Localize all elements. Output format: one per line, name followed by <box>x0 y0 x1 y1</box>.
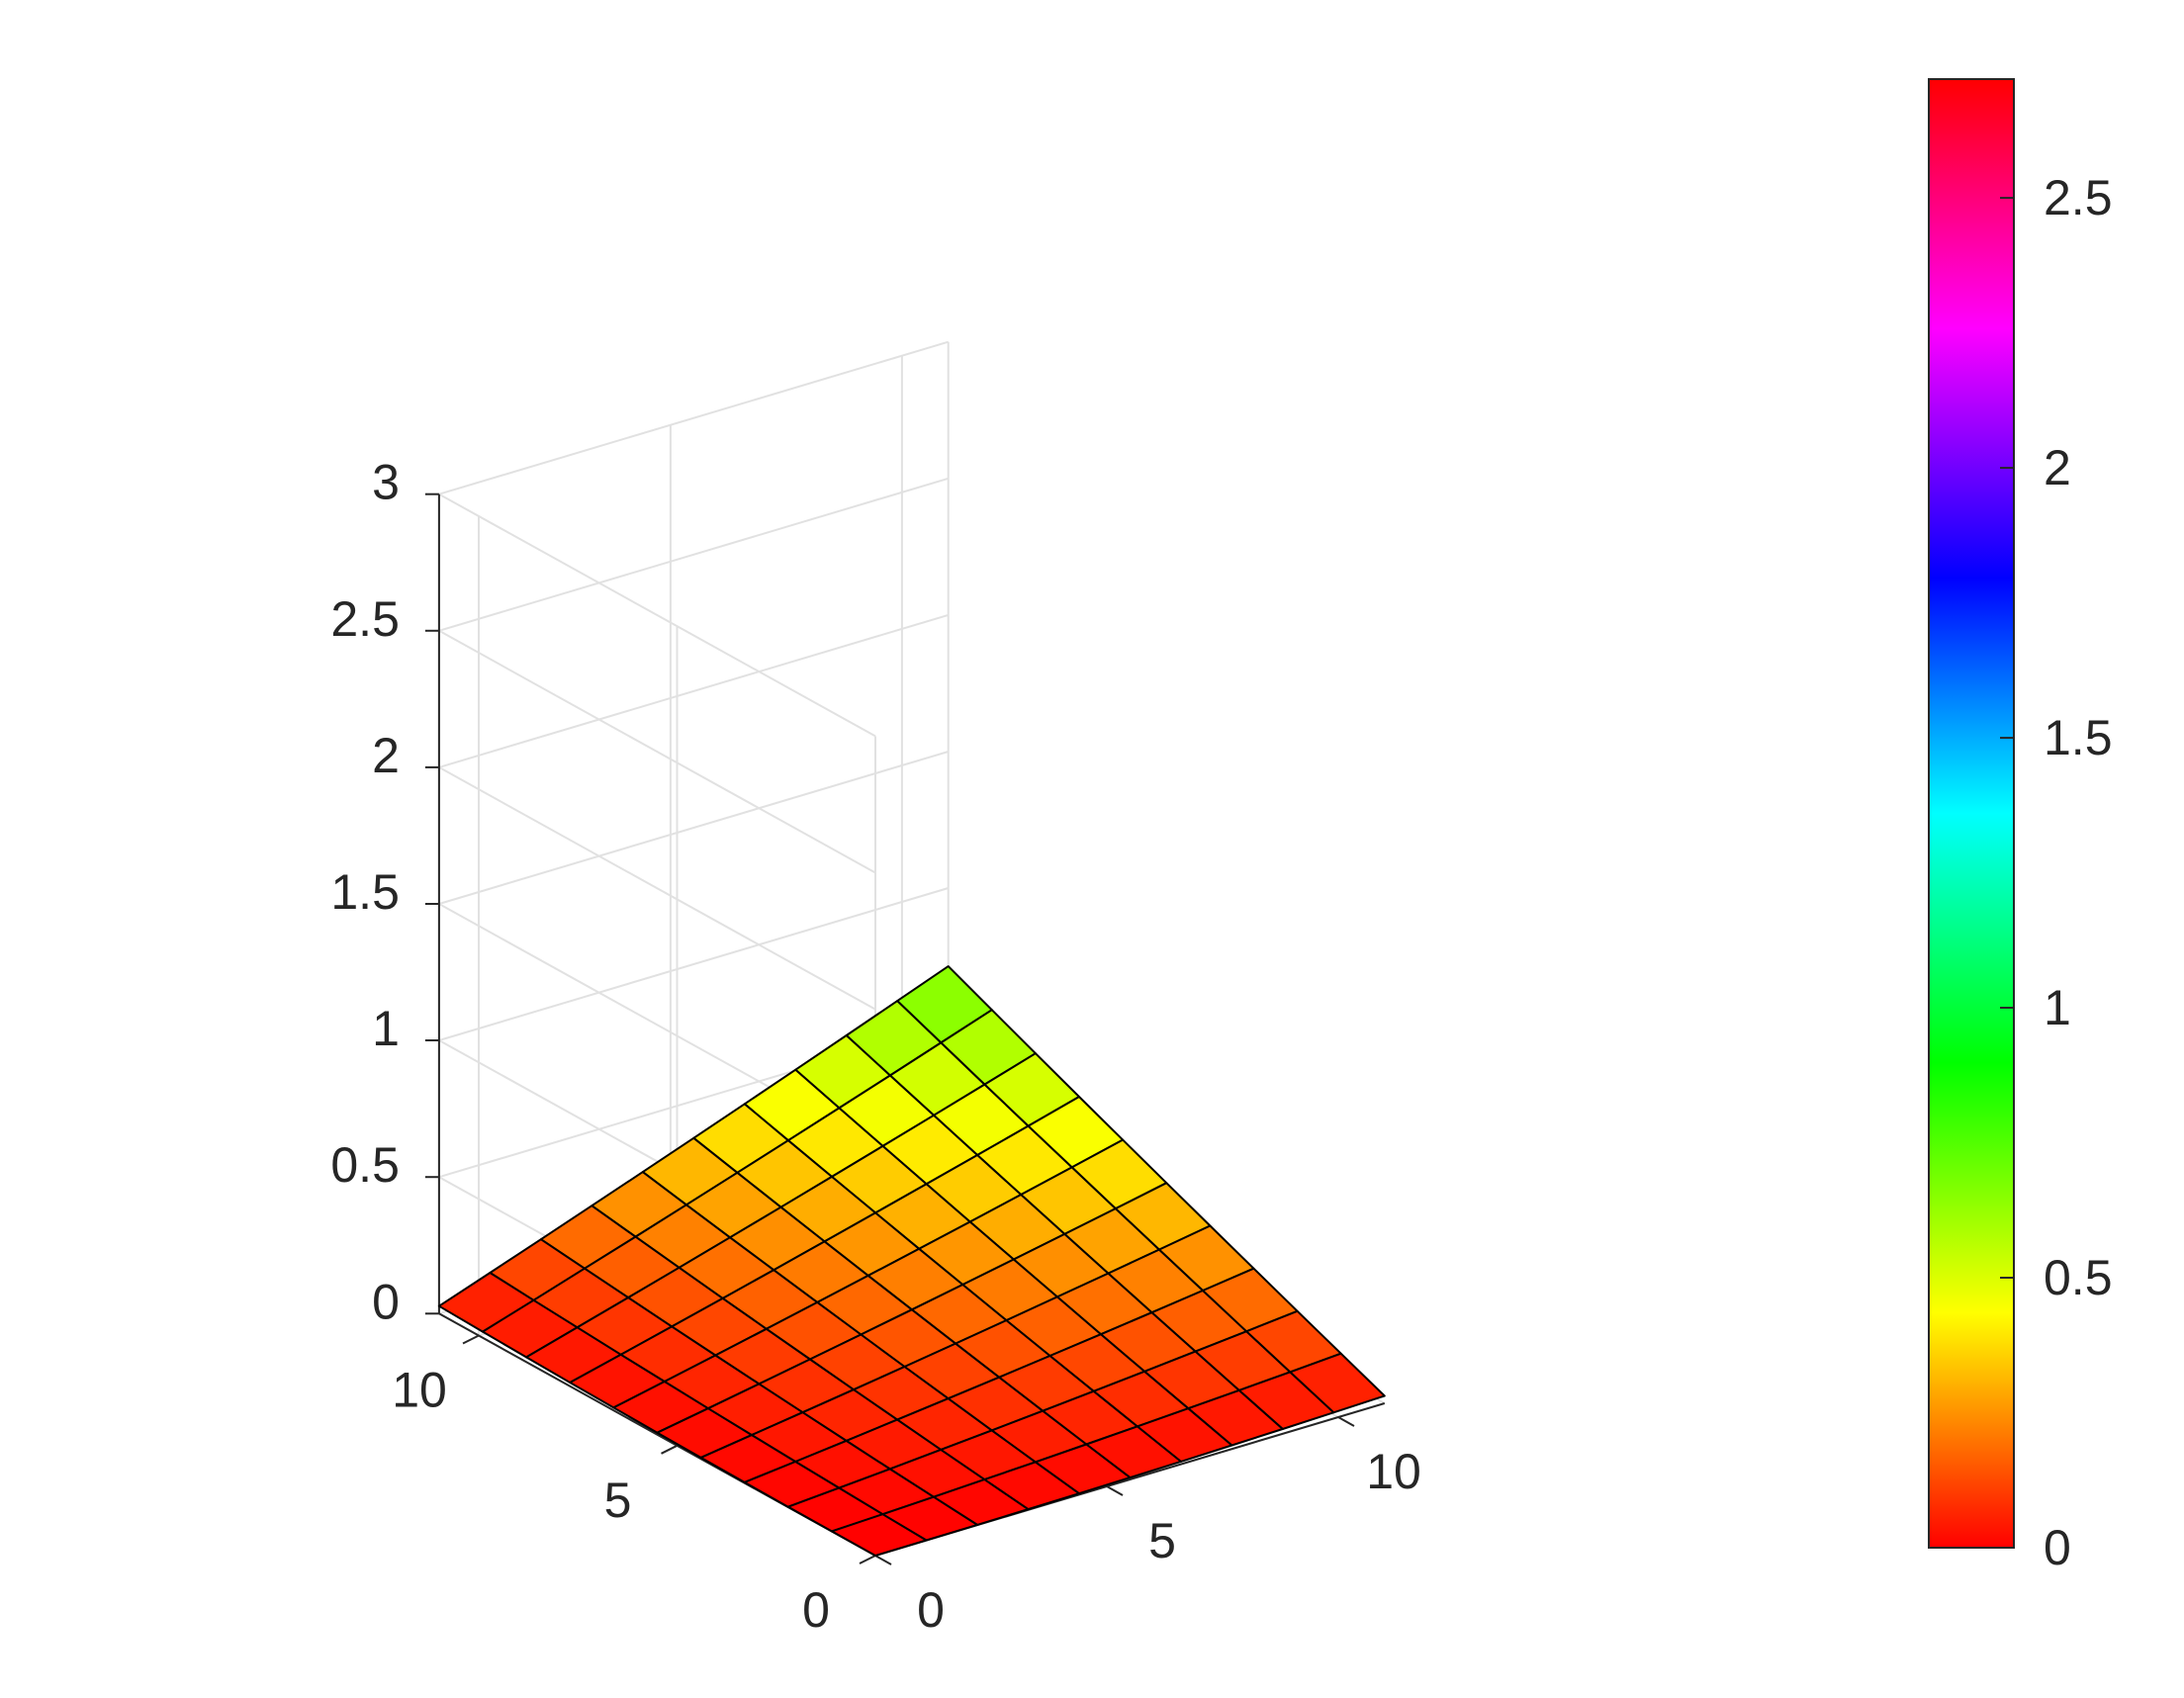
y-tick-mark <box>859 1555 876 1564</box>
colorbar-tick-label: 0 <box>2044 1520 2071 1575</box>
x-tick-mark <box>1337 1416 1355 1427</box>
grid-line-z-back <box>438 751 949 905</box>
z-tick-label: 1 <box>372 1001 400 1056</box>
colorbar-gradient <box>1928 78 2015 1549</box>
z-tick-label: 0.5 <box>330 1137 400 1193</box>
grid-line-z-back <box>438 887 949 1041</box>
y-tick-label: 0 <box>802 1582 830 1638</box>
colorbar: 0 0.5 1 1.5 2 2.5 <box>1928 78 2113 1575</box>
z-tick-label: 3 <box>372 455 400 510</box>
tick-labels: 0 5 10 0 5 10 0 0.5 1 1.5 2 2.5 3 <box>330 455 1420 1638</box>
colorbar-tick-label: 1 <box>2044 980 2071 1035</box>
y-tick-mark <box>462 1334 480 1345</box>
surface <box>437 965 1386 1557</box>
x-tick-label: 5 <box>1148 1513 1176 1568</box>
z-tick-label: 1.5 <box>330 864 400 920</box>
y-tick-label: 10 <box>392 1363 447 1418</box>
grid-line-z-back <box>438 340 949 495</box>
grid-line-z-left <box>438 629 876 874</box>
x-tick-label: 0 <box>917 1582 945 1638</box>
surface-cell <box>830 1513 928 1557</box>
y-tick-mark <box>661 1444 678 1455</box>
grid-line-z-back <box>438 613 949 768</box>
colorbar-tick-label: 2 <box>2044 440 2071 495</box>
z-tick-label: 0 <box>372 1274 400 1329</box>
colorbar-tick-label: 2.5 <box>2044 170 2113 225</box>
x-tick-label: 10 <box>1366 1444 1421 1499</box>
colorbar-tick-label: 0.5 <box>2044 1250 2113 1305</box>
colorbar-tick-label: 1.5 <box>2044 710 2113 765</box>
z-tick-label: 2.5 <box>330 591 400 647</box>
x-tick-mark <box>874 1555 892 1565</box>
z-tick-label: 2 <box>372 728 400 783</box>
y-tick-label: 5 <box>604 1473 632 1528</box>
grid-line-z-left <box>438 492 876 738</box>
x-tick-mark <box>1106 1485 1124 1496</box>
grid-line-z-back <box>438 477 949 632</box>
grid-line-z-left <box>438 766 876 1011</box>
